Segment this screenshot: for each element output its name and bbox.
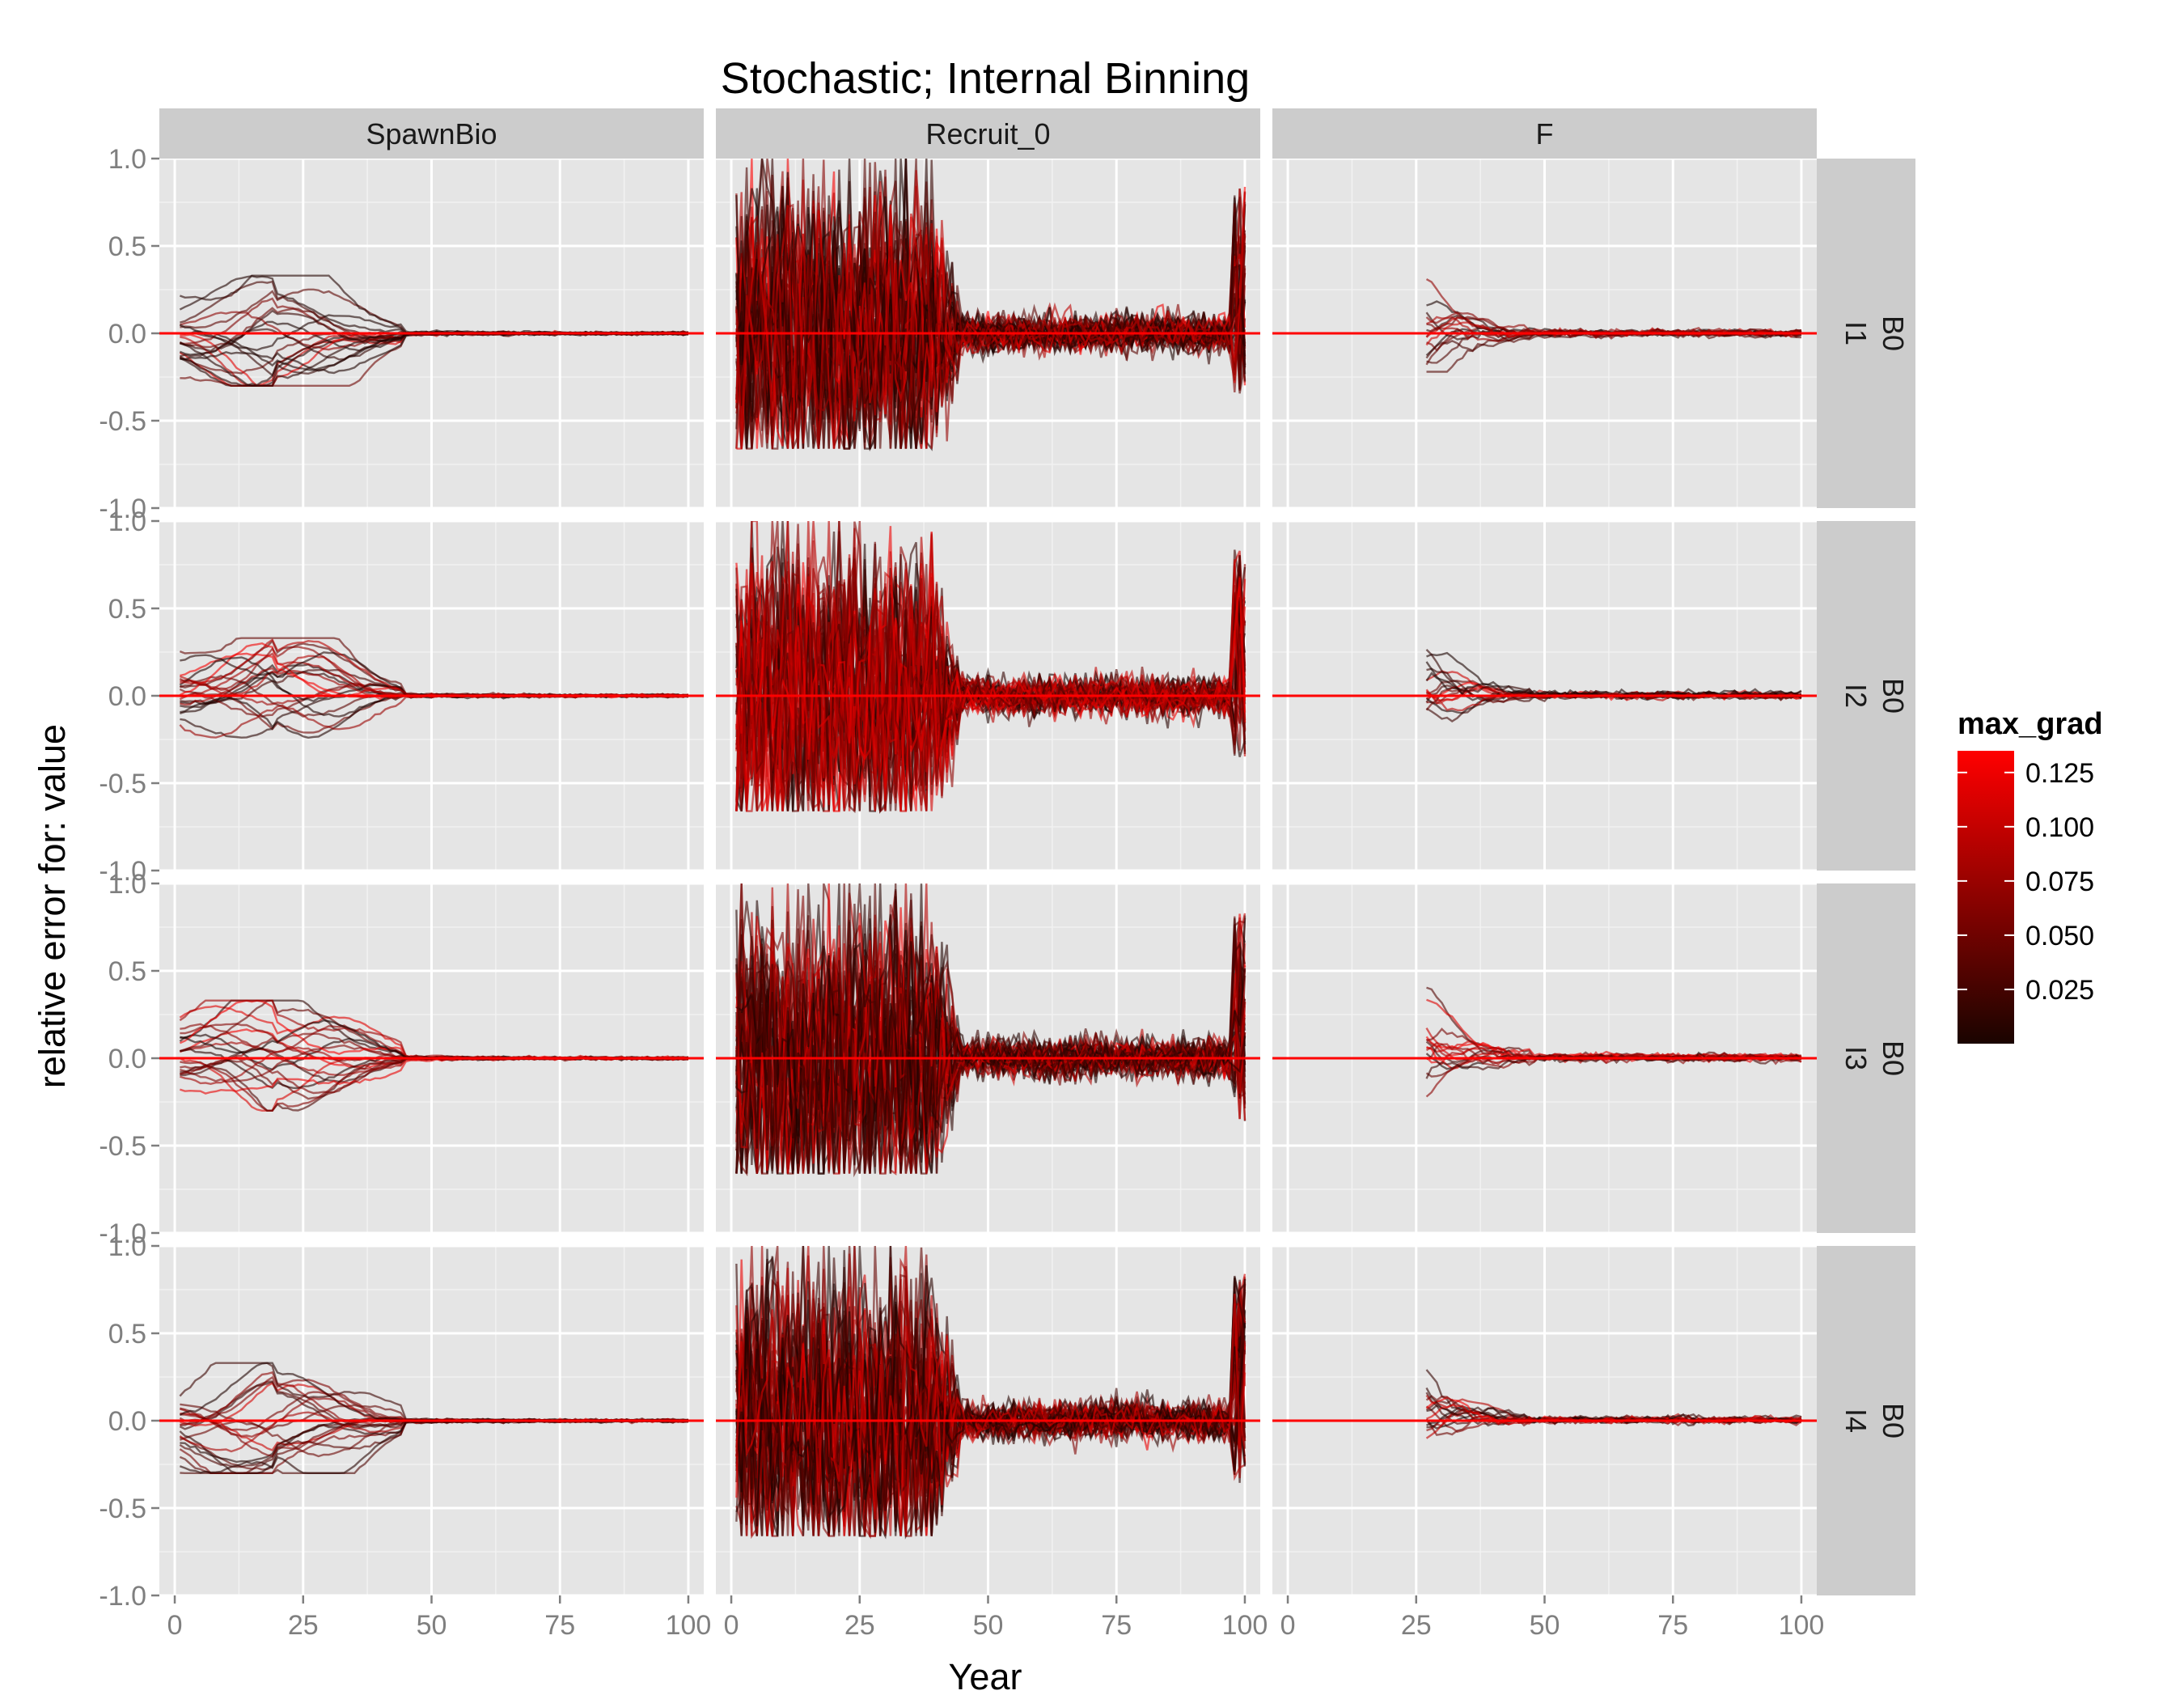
legend-tick-label: 0.125 bbox=[2025, 758, 2094, 789]
y-tick-label: -1.0 bbox=[99, 494, 146, 524]
row-strip-label: I2 bbox=[1839, 684, 1873, 708]
row-group-label: B0 bbox=[1877, 316, 1910, 351]
series-line bbox=[735, 883, 1246, 1178]
y-tick-label: 0.5 bbox=[108, 231, 146, 262]
panel-recruit_0-i4 bbox=[716, 1244, 1260, 1597]
y-tick-label: -1.0 bbox=[99, 1581, 146, 1612]
row-strip-label: I1 bbox=[1839, 321, 1873, 345]
y-tick-label: 0.5 bbox=[108, 1319, 146, 1349]
series-line bbox=[735, 1294, 1246, 1536]
panel-f-i4 bbox=[1272, 1244, 1817, 1597]
y-tick-label: -0.5 bbox=[99, 1131, 146, 1162]
y-tick-label: 0.0 bbox=[108, 319, 146, 350]
y-tick-label: -1.0 bbox=[99, 1218, 146, 1249]
y-tick-label: 1.0 bbox=[108, 506, 146, 537]
row-strip bbox=[1817, 521, 1915, 871]
panel-f-i3 bbox=[1272, 882, 1817, 1235]
y-tick-label: 1.0 bbox=[108, 1231, 146, 1262]
x-tick-label: 25 bbox=[844, 1610, 875, 1641]
y-tick-label: 0.5 bbox=[108, 594, 146, 625]
legend-title: max_grad bbox=[1958, 707, 2103, 741]
panel-f-i2 bbox=[1272, 519, 1817, 872]
series-line bbox=[735, 159, 1246, 449]
x-tick-label: 25 bbox=[1401, 1610, 1432, 1641]
x-tick-label: 75 bbox=[1101, 1610, 1132, 1641]
panel-recruit_0-i1 bbox=[716, 157, 1260, 510]
row-strip-label: I3 bbox=[1839, 1046, 1873, 1070]
x-axis-label: Year bbox=[949, 1656, 1022, 1697]
row-strip bbox=[1817, 1246, 1915, 1595]
y-tick-label: -0.5 bbox=[99, 1494, 146, 1524]
x-tick-label: 0 bbox=[1280, 1610, 1296, 1641]
column-strip bbox=[159, 108, 704, 159]
row-group-label: B0 bbox=[1877, 1403, 1910, 1438]
x-tick-label: 50 bbox=[973, 1610, 1004, 1641]
column-strip-label: SpawnBio bbox=[366, 117, 497, 150]
x-tick-label: 25 bbox=[288, 1610, 319, 1641]
series-line bbox=[735, 1301, 1246, 1534]
x-tick-label: 75 bbox=[1657, 1610, 1688, 1641]
row-strip bbox=[1817, 159, 1915, 508]
x-tick-label: 50 bbox=[417, 1610, 447, 1641]
column-strip-label: Recruit_0 bbox=[925, 117, 1050, 150]
column-strip bbox=[716, 108, 1260, 159]
panel-f-i1 bbox=[1272, 157, 1817, 510]
panel-spawnbio-i4 bbox=[159, 1244, 704, 1597]
y-axis-label: relative error for: value bbox=[32, 724, 73, 1088]
panel-recruit_0-i3 bbox=[716, 882, 1260, 1235]
y-tick-label: 1.0 bbox=[108, 869, 146, 900]
x-tick-label: 0 bbox=[724, 1610, 739, 1641]
x-tick-label: 100 bbox=[666, 1610, 712, 1641]
x-tick-label: 0 bbox=[167, 1610, 183, 1641]
column-strip-label: F bbox=[1536, 117, 1554, 150]
x-tick-label: 50 bbox=[1530, 1610, 1560, 1641]
legend: max_grad 0.125 0.100 0.075 0.050 0.025 bbox=[1958, 707, 2103, 1044]
legend-tick-label: 0.075 bbox=[2025, 866, 2094, 897]
y-tick-label: 0.0 bbox=[108, 1044, 146, 1074]
panel-recruit_0-i2 bbox=[716, 519, 1260, 872]
row-strip bbox=[1817, 883, 1915, 1233]
y-tick-label: 1.0 bbox=[108, 144, 146, 175]
panel-spawnbio-i1 bbox=[159, 157, 704, 510]
y-tick-label: -1.0 bbox=[99, 856, 146, 887]
series-line bbox=[735, 913, 1246, 1174]
y-tick-label: 0.0 bbox=[108, 681, 146, 712]
panel-spawnbio-i2 bbox=[159, 519, 704, 872]
series-group bbox=[735, 1246, 1246, 1540]
column-strip bbox=[1272, 108, 1817, 159]
y-tick-label: -0.5 bbox=[99, 769, 146, 799]
row-group-label: B0 bbox=[1877, 1040, 1910, 1076]
y-tick-label: 0.5 bbox=[108, 956, 146, 987]
series-line bbox=[735, 521, 1246, 811]
legend-tick-label: 0.025 bbox=[2025, 975, 2094, 1006]
panel-spawnbio-i3 bbox=[159, 882, 704, 1235]
x-tick-label: 75 bbox=[544, 1610, 575, 1641]
y-tick-label: 0.0 bbox=[108, 1406, 146, 1437]
row-strip-label: I4 bbox=[1839, 1409, 1873, 1433]
legend-colorbar bbox=[1958, 751, 2014, 1044]
row-group-label: B0 bbox=[1877, 678, 1910, 714]
x-tick-label: 100 bbox=[1779, 1610, 1825, 1641]
legend-tick-label: 0.100 bbox=[2025, 812, 2094, 843]
series-line bbox=[735, 188, 1246, 449]
x-tick-label: 100 bbox=[1222, 1610, 1268, 1641]
chart-title: Stochastic; Internal Binning bbox=[721, 54, 1250, 103]
y-tick-label: -0.5 bbox=[99, 406, 146, 437]
legend-tick-label: 0.050 bbox=[2025, 921, 2094, 951]
